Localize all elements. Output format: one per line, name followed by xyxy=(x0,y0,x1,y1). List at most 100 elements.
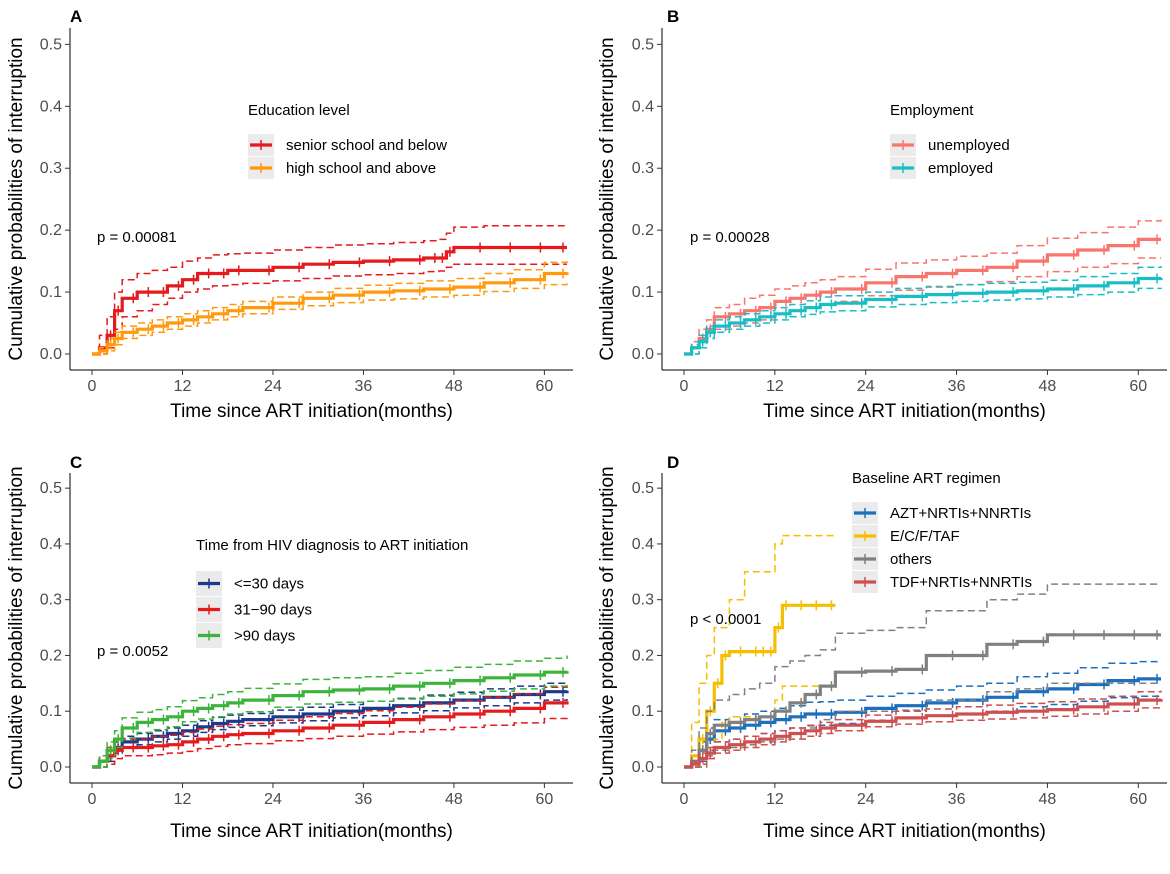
survival-step-line xyxy=(92,670,569,769)
y-tick-label: 0.2 xyxy=(40,647,62,664)
x-tick-label: 12 xyxy=(174,791,192,808)
x-tick-label: 36 xyxy=(355,378,373,395)
x-tick-label: 12 xyxy=(766,378,784,395)
y-tick-label: 0.4 xyxy=(40,536,62,553)
y-tick-label: 0.4 xyxy=(632,536,654,553)
x-tick-label: 0 xyxy=(88,378,97,395)
legend-label: unemployed xyxy=(928,137,1010,154)
survival-step-line xyxy=(92,701,569,769)
ci-lower-line xyxy=(92,685,568,768)
series-others xyxy=(684,583,1161,769)
x-tick-label: 24 xyxy=(857,378,875,395)
panel-A: A 0.0 0.1 0.2 0.3 0.4 0.5 0 12 24 36 48 60 Time since… xyxy=(6,7,573,422)
y-tick-label: 0.0 xyxy=(40,346,62,363)
series-senior-school-and-below xyxy=(92,225,567,356)
y-tick-label: 0.4 xyxy=(632,98,654,115)
legend: Time from HIV diagnosis to ART initiatio… xyxy=(196,537,468,648)
y-tick-label: 0.0 xyxy=(632,759,654,776)
y-tick-label: 0.3 xyxy=(40,160,62,177)
ci-lower-line xyxy=(684,706,1162,768)
series-31-90-days xyxy=(92,685,569,769)
panel-letter: B xyxy=(667,7,679,26)
survival-step-line xyxy=(684,698,1163,769)
x-tick-label: 60 xyxy=(535,791,553,808)
x-tick-label: 12 xyxy=(766,791,784,808)
x-tick-label: 60 xyxy=(1129,378,1147,395)
x-tick-label: 24 xyxy=(264,378,282,395)
y-tick-label: 0.3 xyxy=(40,592,62,609)
y-axis-title: Cumulative probabilities of interruption xyxy=(597,37,618,360)
panel-D: D 0.0 0.1 0.2 0.3 0.4 0.5 0 12 24 36 48 60 Time since… xyxy=(597,453,1167,842)
y-axis-title: Cumulative probabilities of interruption xyxy=(6,466,27,789)
legend-title: Time from HIV diagnosis to ART initiatio… xyxy=(196,537,468,554)
ci-lower-line xyxy=(92,283,568,355)
y-tick-label: 0.5 xyxy=(40,36,62,53)
p-value-label: p = 0.00081 xyxy=(97,229,177,246)
y-tick-label: 0.0 xyxy=(632,346,654,363)
x-tick-label: 24 xyxy=(857,791,875,808)
y-tick-label: 0.1 xyxy=(40,284,62,301)
legend-label: others xyxy=(890,551,932,568)
survival-step-line xyxy=(684,276,1163,356)
p-value-label: p = 0.00028 xyxy=(690,229,770,246)
legend-label: senior school and below xyxy=(286,137,447,154)
panel-letter: D xyxy=(667,453,679,472)
legend: Education level senior school and below hi… xyxy=(248,102,447,179)
series-tdf-nrtis-nnrtis xyxy=(684,690,1163,769)
series-employed xyxy=(684,266,1163,356)
ci-lower-line xyxy=(684,287,1162,355)
x-tick-label: 36 xyxy=(355,791,373,808)
panel-C: C 0.0 0.1 0.2 0.3 0.4 0.5 0 12 24 36 48 60 Time since… xyxy=(6,453,573,842)
x-tick-label: 36 xyxy=(948,791,966,808)
y-tick-label: 0.2 xyxy=(632,222,654,239)
ci-upper-line xyxy=(684,583,1161,768)
legend-label: <=30 days xyxy=(234,576,304,593)
survival-step-line xyxy=(684,603,836,769)
x-tick-label: 0 xyxy=(680,378,689,395)
legend-label: >90 days xyxy=(234,628,295,645)
ci-upper-line xyxy=(92,225,567,355)
x-axis-title: Time since ART initiation(months) xyxy=(763,401,1046,422)
x-tick-label: 24 xyxy=(264,791,282,808)
legend-label: E/C/F/TAF xyxy=(890,528,960,545)
legend: Baseline ART regimen AZT+NRTIs+NNRTIs E/C/… xyxy=(852,470,1032,593)
y-axis-title: Cumulative probabilities of interruption xyxy=(6,37,27,360)
x-axis-title: Time since ART initiation(months) xyxy=(170,821,453,842)
y-tick-label: 0.3 xyxy=(632,592,654,609)
ci-lower-line xyxy=(92,716,568,768)
y-tick-label: 0.5 xyxy=(632,480,654,497)
y-tick-label: 0.5 xyxy=(40,480,62,497)
y-tick-label: 0.5 xyxy=(632,36,654,53)
y-tick-label: 0.1 xyxy=(40,703,62,720)
y-axis-title: Cumulative probabilities of interruption xyxy=(597,466,618,789)
y-tick-label: 0.2 xyxy=(632,647,654,664)
series--90-days xyxy=(92,655,569,769)
x-tick-label: 48 xyxy=(445,791,463,808)
legend-title: Baseline ART regimen xyxy=(852,470,1001,487)
legend-label: 31−90 days xyxy=(234,602,312,619)
p-value-label: p < 0.0001 xyxy=(690,611,761,628)
legend-title: Education level xyxy=(248,102,350,119)
x-tick-label: 48 xyxy=(1039,791,1057,808)
legend-label: employed xyxy=(928,160,993,177)
panel-letter: C xyxy=(70,453,82,472)
ci-lower-line xyxy=(684,682,1161,768)
ci-upper-line xyxy=(684,219,1162,355)
x-tick-label: 48 xyxy=(1039,378,1057,395)
y-tick-label: 0.1 xyxy=(632,284,654,301)
x-tick-label: 0 xyxy=(88,791,97,808)
series-high-school-and-above xyxy=(92,261,569,356)
survival-step-line xyxy=(92,690,569,769)
p-value-label: p = 0.0052 xyxy=(97,643,168,660)
x-tick-label: 60 xyxy=(535,378,553,395)
ci-upper-line xyxy=(92,655,568,768)
x-tick-label: 60 xyxy=(1129,791,1147,808)
survival-step-line xyxy=(92,271,569,356)
x-axis-title: Time since ART initiation(months) xyxy=(763,821,1046,842)
legend-label: high school and above xyxy=(286,160,436,177)
panel-letter: A xyxy=(70,7,82,26)
survival-step-line xyxy=(684,633,1161,769)
y-tick-label: 0.3 xyxy=(632,160,654,177)
ci-upper-line xyxy=(684,660,1162,768)
